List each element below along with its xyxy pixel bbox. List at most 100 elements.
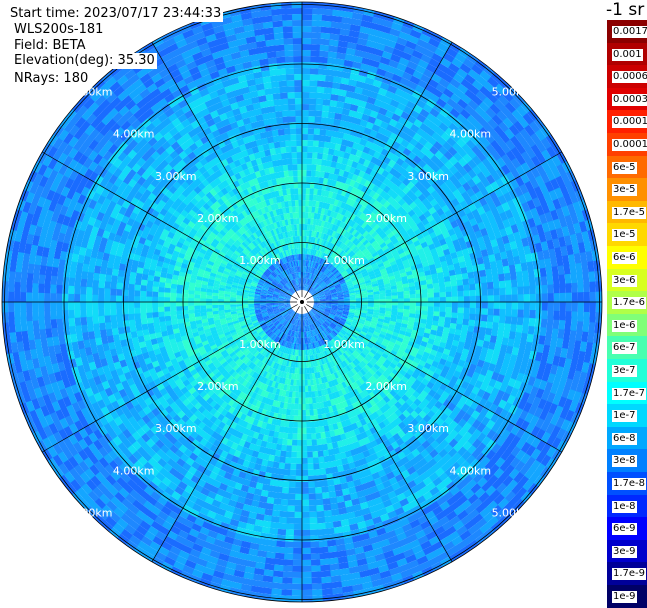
range-gate-cell <box>325 307 332 311</box>
range-gate-cell <box>296 260 299 267</box>
range-gate-cell <box>269 325 276 331</box>
range-gate-cell <box>317 271 323 278</box>
range-gate-cell <box>294 194 299 201</box>
range-gate-cell <box>284 302 291 304</box>
range-gate-cell <box>284 296 291 299</box>
range-gate-cell <box>289 330 293 337</box>
range-gate-cell <box>321 266 326 273</box>
range-gate-cell <box>282 333 287 340</box>
range-gate-cell <box>314 328 318 335</box>
range-gate-cell <box>316 277 321 284</box>
range-gate-cell <box>305 278 308 285</box>
range-gate-cell <box>313 304 320 307</box>
range-gate-cell <box>337 307 344 310</box>
range-gate-cell <box>260 296 267 299</box>
range-gate-cell <box>320 339 325 346</box>
range-gate-cell <box>308 122 315 129</box>
range-gate-cell <box>278 303 285 306</box>
range-gate-cell <box>296 337 299 344</box>
range-gate-cell <box>319 303 326 306</box>
range-gate-cell <box>330 289 337 293</box>
range-gate-cell <box>289 261 293 268</box>
range-gate-cell <box>260 305 267 308</box>
range-gate-cell <box>309 288 315 294</box>
range-gate-cell <box>264 282 271 287</box>
range-gate-cell <box>176 297 183 302</box>
range-gate-cell <box>298 272 301 279</box>
range-gate-cell <box>467 271 475 279</box>
range-gate-cell <box>301 421 307 428</box>
range-gate-cell <box>260 300 267 302</box>
range-gate-cell <box>339 319 346 324</box>
range-gate-cell <box>284 463 291 470</box>
range-gate-cell <box>367 302 374 305</box>
range-gate-cell <box>302 176 307 183</box>
range-gate-cell <box>298 331 300 338</box>
range-gate-cell <box>134 284 141 291</box>
range-gate-cell <box>307 285 311 292</box>
range-gate-cell <box>320 324 326 331</box>
range-gate-cell <box>292 164 298 171</box>
range-gate-cell <box>323 322 329 328</box>
range-gate-cell <box>420 284 428 290</box>
range-gate-cell <box>128 289 135 297</box>
range-gate-cell <box>309 273 313 280</box>
range-gate-cell <box>158 301 165 308</box>
range-gate-cell <box>306 331 309 338</box>
range-gate-cell <box>260 291 268 295</box>
range-gate-cell <box>275 313 282 317</box>
range-gate-cell <box>302 313 304 320</box>
range-gate-cell <box>301 433 307 440</box>
range-gate-cell <box>315 313 321 319</box>
range-gate-cell <box>300 313 302 320</box>
range-gate-cell <box>332 279 339 285</box>
range-gate-cell <box>439 286 446 293</box>
range-gate-cell <box>266 302 273 305</box>
range-gate-cell <box>284 457 292 464</box>
range-gate-cell <box>322 323 328 329</box>
range-gate-cell <box>298 284 300 291</box>
range-gate-cell <box>445 291 452 298</box>
range-gate-cell <box>298 200 303 207</box>
range-gate-cell <box>306 278 309 285</box>
range-gate-cell <box>397 302 404 306</box>
range-gate-cell <box>188 293 195 299</box>
range-gate-cell <box>285 307 292 311</box>
range-gate-cell <box>295 272 298 279</box>
range-gate-cell <box>306 272 309 279</box>
range-gate-cell <box>309 409 314 416</box>
range-gate-cell <box>218 304 225 308</box>
range-gate-cell <box>158 286 165 293</box>
range-gate-cell <box>309 318 313 324</box>
range-gate-cell <box>409 305 416 311</box>
range-gate-cell <box>333 317 340 322</box>
range-gate-cell <box>288 289 294 295</box>
range-gate-cell <box>176 292 183 298</box>
range-gate-cell <box>266 295 273 298</box>
range-gate-cell <box>391 305 398 309</box>
range-gate-cell <box>335 287 342 291</box>
range-gate-cell <box>279 272 285 279</box>
range-gate-cell <box>271 317 278 323</box>
range-gate-cell <box>262 314 269 318</box>
range-gate-cell <box>286 308 293 313</box>
range-gate-cell <box>278 294 285 298</box>
range-gate-cell <box>309 280 313 286</box>
range-gate-cell <box>310 288 315 294</box>
range-gate-cell <box>319 332 325 339</box>
range-gate-cell <box>311 439 318 446</box>
range-gate-cell <box>285 140 292 147</box>
range-gate-cell <box>305 319 307 326</box>
range-gate-cell <box>337 302 344 304</box>
range-gate-cell <box>336 290 343 294</box>
range-gate-cell <box>305 266 308 273</box>
range-gate-cell <box>304 212 309 219</box>
range-gate-cell <box>296 331 299 338</box>
range-gate-cell <box>295 313 299 320</box>
range-gate-cell <box>200 298 207 302</box>
range-gate-cell <box>230 299 237 302</box>
range-gate-cell <box>290 311 295 317</box>
range-gate-cell <box>303 319 306 326</box>
range-gate-cell <box>310 421 316 428</box>
range-gate-cell <box>194 301 201 306</box>
